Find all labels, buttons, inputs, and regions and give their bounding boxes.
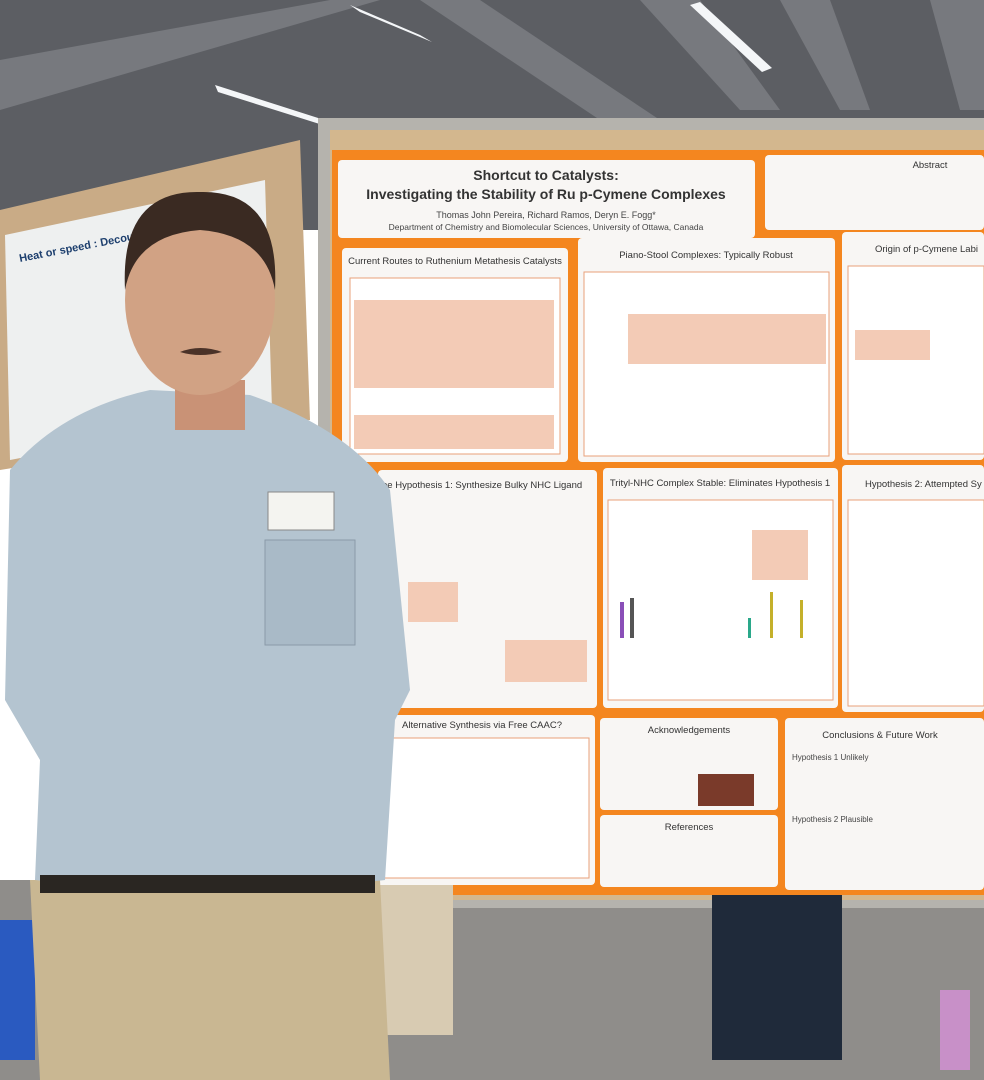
panel-body (847, 499, 984, 707)
abstract-panel (765, 155, 984, 230)
bag (0, 920, 35, 1060)
person-legs (712, 895, 842, 1060)
section-heading: Conclusions & Future Work (822, 730, 938, 741)
group-photo (698, 774, 754, 806)
scheme (752, 530, 808, 580)
poster-title: Shortcut to Catalysts: (473, 167, 618, 183)
scheme (505, 640, 587, 682)
scheme (354, 415, 554, 449)
poster-authors: Thomas John Pereira, Richard Ramos, Dery… (436, 210, 656, 220)
section-heading: Trityl-NHC Complex Stable: Eliminates Hy… (610, 478, 830, 489)
scheme (354, 300, 554, 388)
ceiling-lights (215, 2, 772, 132)
scheme (855, 330, 930, 360)
section-heading: Piano-Stool Complexes: Typically Robust (619, 250, 793, 261)
conclusion-heading: Hypothesis 2 Plausible (792, 815, 873, 824)
section-heading: be Hypothesis 1: Synthesize Bulky NHC Li… (382, 480, 582, 491)
person-legs (378, 885, 453, 1035)
spectrum (620, 592, 803, 638)
scheme (408, 582, 458, 622)
section-heading: Acknowledgements (648, 725, 731, 736)
conclusion-heading: Hypothesis 1 Unlikely (792, 753, 868, 762)
scheme (628, 314, 826, 364)
ceiling-beams (0, 0, 984, 120)
panel (600, 815, 778, 887)
section-heading: Alternative Synthesis via Free CAAC? (402, 720, 562, 731)
panel-body (373, 737, 590, 879)
poster-affiliation: Department of Chemistry and Biomolecular… (389, 222, 704, 232)
section-heading: Current Routes to Ruthenium Metathesis C… (348, 256, 562, 267)
bottle (940, 990, 970, 1070)
section-heading: References (665, 822, 714, 833)
poster-title: Investigating the Stability of Ru p-Cyme… (366, 186, 726, 202)
title-panel (338, 160, 755, 238)
person (5, 191, 410, 1080)
section-heading: Hypothesis 2: Attempted Sy (865, 479, 982, 490)
section-heading: Origin of p-Cymene Labi (875, 244, 978, 255)
panel (785, 718, 984, 890)
section-heading: Abstract (913, 160, 948, 171)
